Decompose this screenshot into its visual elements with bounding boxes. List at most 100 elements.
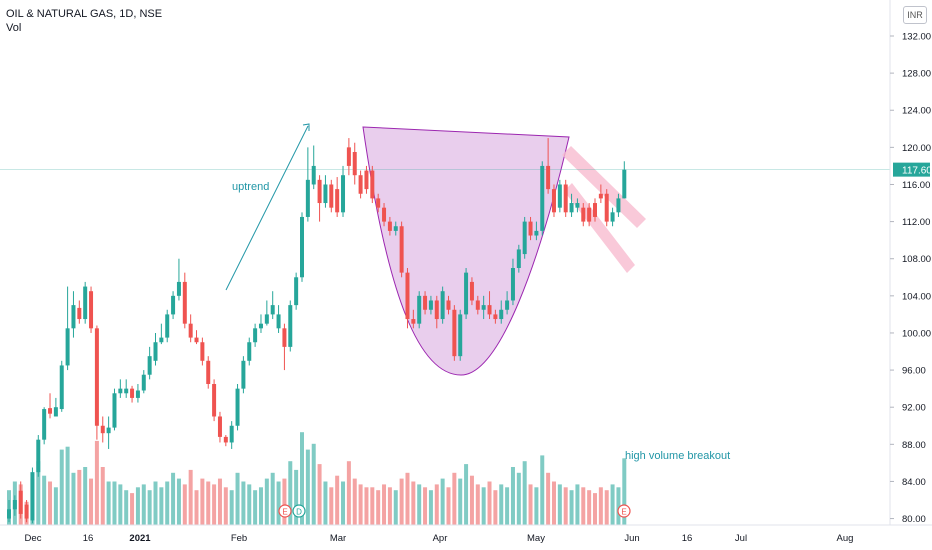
volume-bar [65, 446, 70, 525]
volume-bar [171, 472, 176, 525]
candle-body [106, 427, 111, 434]
candle-body [546, 165, 551, 190]
volume-bar [341, 481, 346, 525]
volume-bar [212, 484, 217, 525]
candle-body [323, 184, 328, 204]
volume-bar [499, 484, 504, 525]
volume-bar [364, 487, 369, 525]
volume-bar [305, 449, 310, 525]
candle-body [7, 509, 11, 519]
candle-body [329, 184, 334, 208]
volume-bar [563, 487, 568, 525]
candle-body [510, 268, 515, 301]
candle-body [217, 416, 222, 437]
volume-bar [551, 481, 556, 525]
candle-body [540, 165, 545, 231]
volume-bar [434, 484, 439, 525]
candle-body [171, 295, 176, 315]
volume-bar [165, 481, 170, 525]
time-tick-label: Jun [624, 533, 639, 544]
candle-body [165, 314, 170, 338]
volume-bar [616, 487, 621, 525]
candle-body [358, 175, 363, 194]
price-tick-label: 120.00 [902, 143, 931, 154]
volume-bar [399, 478, 404, 525]
volume-bar [223, 487, 228, 525]
candle-body [282, 328, 287, 347]
volume-bar [53, 487, 58, 525]
volume-bar [182, 484, 187, 525]
candle-body [71, 305, 76, 329]
candle-body [89, 291, 94, 329]
price-tick-label: 80.00 [902, 514, 926, 525]
candle-body [65, 328, 70, 366]
event-marker [278, 504, 292, 518]
time-tick-label: Feb [231, 533, 247, 544]
volume-bar [346, 461, 351, 525]
candle-body [528, 221, 533, 236]
time-tick-label: May [527, 533, 545, 544]
price-tick-label: 112.00 [902, 217, 930, 228]
candle-body [341, 175, 346, 213]
candle-body [505, 300, 510, 310]
volume-bar [469, 475, 474, 525]
time-tick-label: 2021 [129, 533, 151, 544]
candle-body [270, 305, 275, 315]
candle-body [229, 425, 234, 443]
volume-bar [83, 467, 88, 525]
volume-bar [36, 461, 41, 525]
candle-body [176, 281, 181, 296]
candle-body [241, 360, 246, 389]
candle-body [264, 314, 269, 324]
candle-body [352, 152, 357, 176]
volume-bar [217, 478, 222, 525]
candle-body [393, 226, 398, 231]
price-tick-label: 100.00 [902, 328, 931, 339]
price-tick-label: 124.00 [902, 106, 931, 117]
volume-bar [282, 478, 287, 525]
chart-drawings: uptrend high volume breakout [0, 123, 890, 462]
candle-body [223, 436, 228, 443]
candle-body [100, 425, 105, 434]
last-price-label: 117.60 [902, 166, 932, 177]
candle-body [516, 249, 521, 268]
candle-body [593, 203, 597, 217]
candle-body [182, 281, 187, 324]
volume-bar [118, 484, 123, 525]
candle-body [48, 408, 53, 414]
candle-body [159, 337, 164, 343]
currency-button[interactable]: INR [903, 6, 927, 24]
volume-bar [94, 440, 99, 525]
volume-bar [89, 478, 94, 525]
cup-pattern-shape [362, 126, 570, 376]
candle-body [423, 295, 428, 310]
candle-body [18, 490, 23, 514]
volume-bar [229, 490, 234, 525]
volume-bar [493, 490, 498, 525]
candle-body [475, 300, 480, 310]
candle-body [534, 230, 539, 236]
candle-body [83, 286, 88, 320]
candle-body [464, 272, 469, 315]
candle-body [147, 356, 152, 375]
candle-body [124, 388, 129, 394]
uptrend-label: uptrend [232, 181, 269, 193]
volume-bar [516, 472, 521, 525]
candle-body [276, 314, 281, 329]
candle-body [563, 184, 568, 213]
volume-bar [194, 490, 199, 525]
candle-body [258, 323, 263, 329]
candle-body [59, 365, 64, 410]
volume-bar [253, 490, 258, 525]
price-tick-label: 108.00 [902, 254, 931, 265]
candle-body [247, 342, 252, 361]
price-tick-label: 84.00 [902, 477, 926, 488]
candle-body [452, 309, 457, 357]
candle-body [616, 198, 621, 213]
candle-body [622, 169, 627, 199]
price-tick-label: 104.00 [902, 291, 931, 302]
chart-title: OIL & NATURAL GAS, 1D, NSE [6, 8, 163, 20]
volume-bar [370, 487, 375, 525]
volume-bar [587, 490, 592, 525]
